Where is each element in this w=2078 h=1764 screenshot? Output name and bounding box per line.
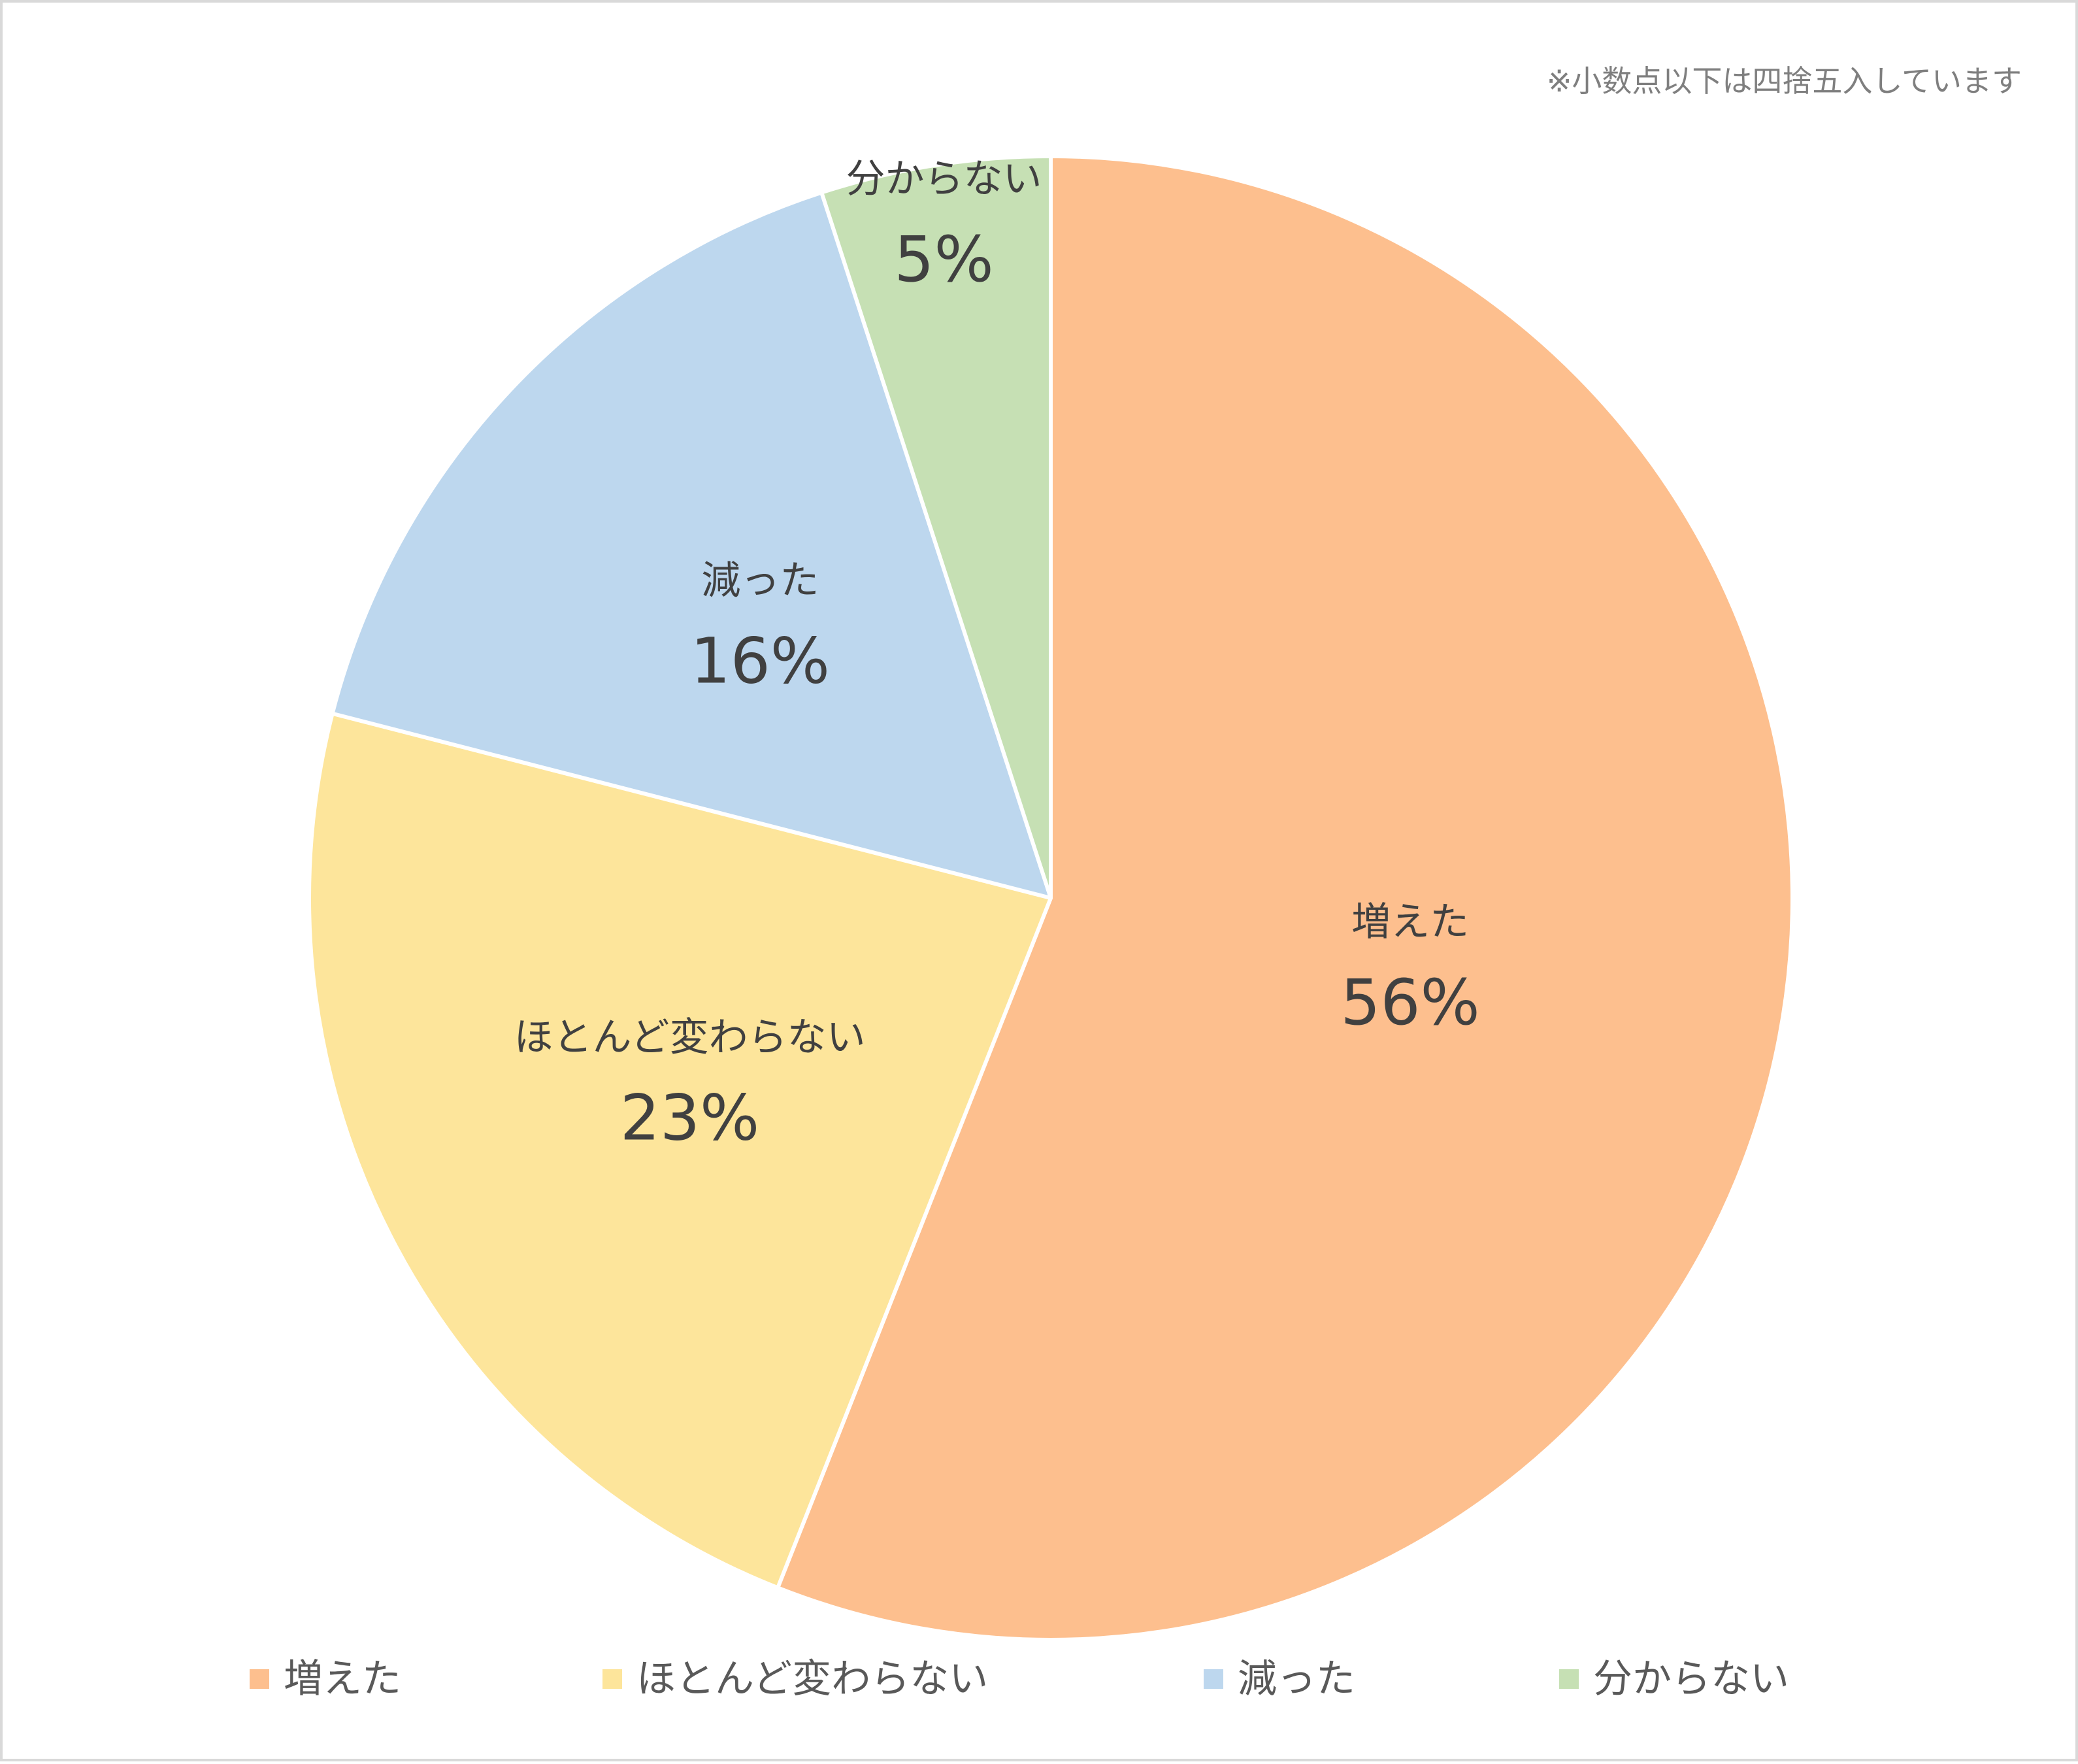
legend-label-4: 分からない <box>1593 1656 1789 1702</box>
slice-labels: 増えた 56% ほとんど変わらない 23% 減った 16% 分からない 5% <box>514 156 1479 1155</box>
slice-value-label-2: 23% <box>620 1081 759 1154</box>
slice-category-label-2: ほとんど変わらない <box>514 1014 865 1060</box>
slice-value-label-4: 5% <box>894 223 993 296</box>
legend-swatch-2 <box>602 1669 622 1689</box>
pie-chart: ※小数点以下は四捨五入しています 増えた 56% ほとんど変わらない 23% 減った 16… <box>250 63 2022 1702</box>
pie-slice-4 <box>819 154 1053 900</box>
pie-slices <box>307 154 1794 1642</box>
slice-value-label-1: 56% <box>1340 966 1479 1039</box>
legend-swatch-1 <box>250 1669 269 1689</box>
pie-slice-3 <box>330 190 1053 900</box>
legend-item-1: 増えた <box>250 1656 401 1702</box>
legend-swatch-4 <box>1559 1669 1579 1689</box>
slice-category-label-4: 分からない <box>846 156 1042 202</box>
slice-value-label-3: 16% <box>691 624 830 697</box>
legend-label-1: 増えた <box>284 1656 401 1702</box>
pie-slice-1 <box>776 154 1794 1642</box>
pie-slice-2 <box>307 711 1053 1590</box>
legend-item-4: 分からない <box>1559 1656 1789 1702</box>
legend-item-2: ほとんど変わらない <box>602 1656 988 1702</box>
legend: 増えた ほとんど変わらない 減った 分からない <box>250 1656 1789 1702</box>
legend-label-3: 減った <box>1238 1656 1355 1702</box>
legend-label-2: ほとんど変わらない <box>636 1656 988 1702</box>
legend-swatch-3 <box>1204 1669 1223 1689</box>
slice-category-label-3: 減った <box>701 557 819 603</box>
rounding-note: ※小数点以下は四捨五入しています <box>1547 63 2022 99</box>
slice-category-label-1: 増えた <box>1351 899 1469 945</box>
legend-item-3: 減った <box>1204 1656 1355 1702</box>
